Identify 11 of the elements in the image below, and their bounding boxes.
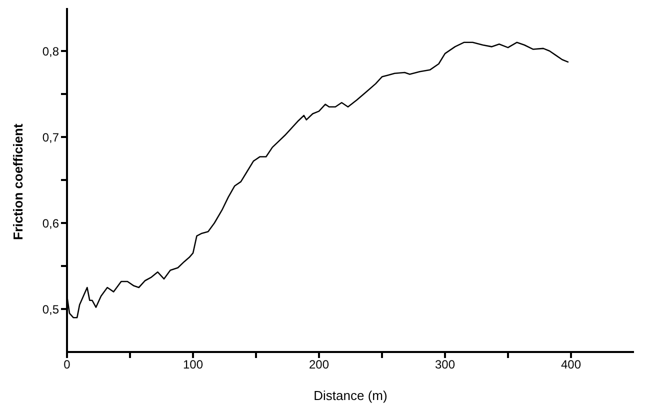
y-tick-label: 0,7 [42,130,60,144]
x-tick-label: 0 [64,358,71,372]
x-tick-label: 100 [182,358,204,372]
y-tick-label: 0,6 [42,216,60,230]
x-tick-label: 200 [308,358,330,372]
x-tick-label: 400 [560,358,582,372]
y-tick-label: 0,5 [42,302,60,316]
y-axis-title: Friction coefficient [10,123,26,240]
x-axis-title: Distance (m) [314,388,388,403]
x-tick-label: 300 [434,358,456,372]
y-tick-label: 0,8 [42,44,60,58]
